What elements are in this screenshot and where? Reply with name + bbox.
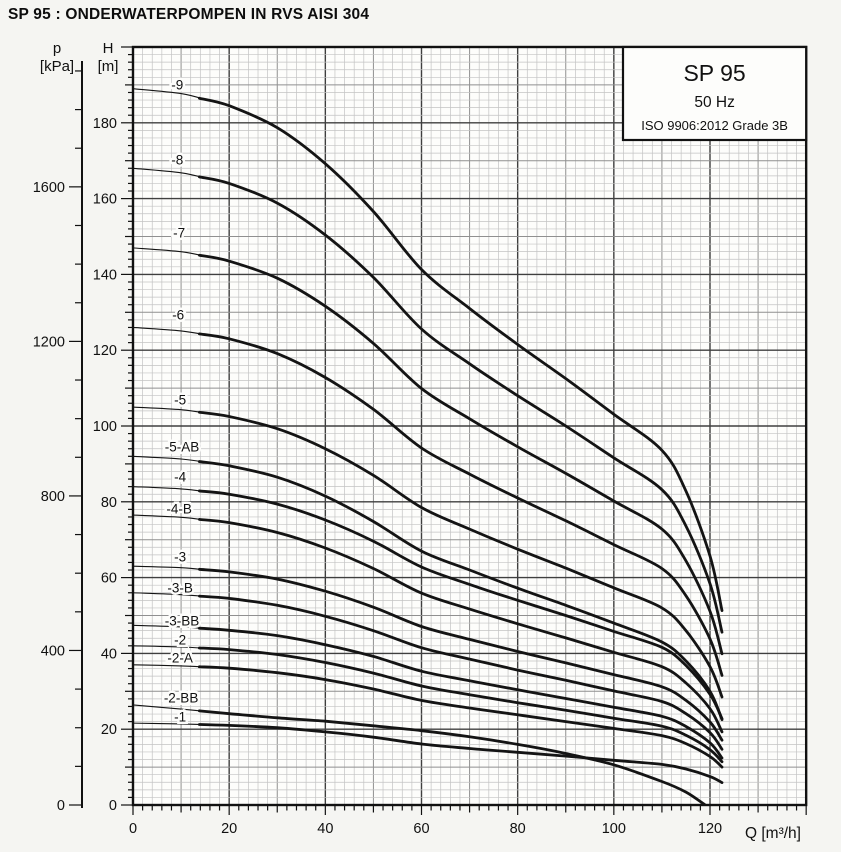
curve-main-3-B <box>197 594 724 751</box>
pump-curve--5 <box>133 406 724 699</box>
curve-label--6: -6 <box>172 307 184 322</box>
curve-label--5: -5 <box>174 392 186 407</box>
pressure-axis-unit: [kPa] <box>40 58 74 75</box>
h-tick-label-60: 60 <box>101 571 117 587</box>
grid <box>133 47 807 805</box>
h-tick-label-0: 0 <box>109 798 117 814</box>
curve-main-1 <box>197 723 724 784</box>
curve-main-4 <box>197 489 724 720</box>
pump-curve--2-BB <box>133 704 707 805</box>
curve-label--2: -2 <box>174 633 186 648</box>
info-box: SP 95 50 Hz ISO 9906:2012 Grade 3B <box>621 45 808 142</box>
curve-main-3 <box>197 567 724 742</box>
curve-label--3-BB: -3-BB <box>165 614 200 629</box>
pump-curves <box>133 88 724 805</box>
pump-curve--4-B <box>133 514 724 734</box>
curve-main-2-A <box>197 665 724 769</box>
page-title: SP 95 : ONDERWATERPOMPEN IN RVS AISI 304 <box>8 6 370 23</box>
curve-label--4-B: -4-B <box>166 502 192 517</box>
x-tick-label-20: 20 <box>221 821 237 837</box>
p-tick-label-0: 0 <box>57 798 65 814</box>
curve-main-5-AB <box>197 460 724 722</box>
pump-curve--5-AB <box>133 455 724 722</box>
curve-main-3-BB <box>197 626 724 760</box>
h-tick-label-120: 120 <box>93 343 117 359</box>
x-tick-label-80: 80 <box>510 821 526 837</box>
pump-curve--3-B <box>133 592 724 751</box>
curve-main-9 <box>197 96 724 612</box>
curve-label--3: -3 <box>174 550 186 565</box>
curve-main-2 <box>197 646 724 764</box>
p-tick-label-1600: 1600 <box>33 180 65 196</box>
pressure-axis-symbol: p <box>53 40 61 57</box>
h-tick-label-80: 80 <box>101 495 117 511</box>
pump-curve--4 <box>133 486 724 720</box>
x-tick-label-120: 120 <box>698 821 722 837</box>
curve-label--8: -8 <box>171 152 183 167</box>
head-axis-unit: [m] <box>98 58 119 75</box>
h-tick-label-40: 40 <box>101 646 117 662</box>
curve-label--2-BB: -2-BB <box>164 691 199 706</box>
info-box-border <box>621 45 808 142</box>
info-box-frequency: 50 Hz <box>694 94 735 111</box>
p-tick-label-1200: 1200 <box>33 334 65 350</box>
curve-main-6 <box>197 332 724 677</box>
curve-label--3-B: -3-B <box>167 580 193 595</box>
curve-main-4-B <box>197 517 724 734</box>
axis-ticks <box>69 46 807 815</box>
axis-titles: p[kPa] H[m] Q [m³/h] <box>40 40 801 842</box>
curve-label--2-A: -2-A <box>167 650 193 665</box>
p-tick-label-800: 800 <box>41 489 65 505</box>
curve-label--1: -1 <box>174 710 186 725</box>
pump-curve--2-A <box>133 664 724 769</box>
flow-axis-label: Q [m³/h] <box>745 825 801 842</box>
info-box-model: SP 95 <box>683 60 745 86</box>
x-tick-label-100: 100 <box>602 821 626 837</box>
pump-curve--9 <box>133 88 724 612</box>
curve-label--5-AB: -5-AB <box>165 439 200 454</box>
x-tick-label-0: 0 <box>129 821 137 837</box>
pump-curve--8 <box>133 167 724 634</box>
curve-main-7 <box>197 253 724 656</box>
h-tick-label-160: 160 <box>93 192 117 208</box>
head-axis-symbol: H <box>103 40 114 57</box>
curve-main-8 <box>197 175 724 634</box>
curve-label--4: -4 <box>174 470 186 485</box>
pump-curve--7 <box>133 247 724 656</box>
curve-label--7: -7 <box>173 226 185 241</box>
p-tick-label-400: 400 <box>41 643 65 659</box>
pump-curve--6 <box>133 326 724 677</box>
h-tick-label-180: 180 <box>93 116 117 132</box>
x-tick-label-60: 60 <box>413 821 429 837</box>
pump-curve--1 <box>133 722 724 784</box>
pump-curve--3-BB <box>133 624 724 760</box>
h-tick-label-140: 140 <box>93 267 117 283</box>
curve-main-2-BB <box>197 709 707 805</box>
curve-label--9: -9 <box>171 77 183 92</box>
info-box-standard: ISO 9906:2012 Grade 3B <box>641 118 788 133</box>
curve-main-5 <box>197 410 724 699</box>
tick-labels: 0 20 40 60 80 100 1200204060801001201401601800… <box>33 116 722 837</box>
pump-curve--3 <box>133 565 724 742</box>
plot-frame <box>131 45 808 807</box>
h-tick-label-20: 20 <box>101 722 117 738</box>
curve-labels: -9 -8 -7 -6 -5 -5-AB -4 -4-B -3 -3-B -3-BB -2 -2-A -2… <box>161 75 201 727</box>
h-tick-label-100: 100 <box>93 419 117 435</box>
x-tick-label-40: 40 <box>317 821 333 837</box>
pump-curve--2 <box>133 645 724 764</box>
